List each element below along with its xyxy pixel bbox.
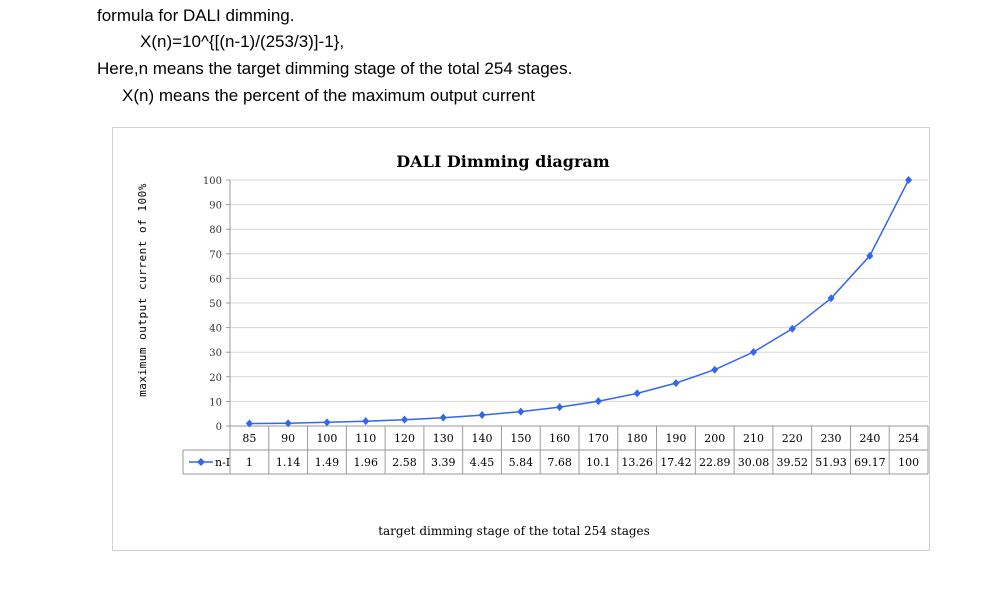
- y-tick-label: 60: [209, 274, 222, 285]
- x-tick-label: 230: [821, 432, 842, 445]
- x-tick-label: 90: [281, 432, 295, 445]
- data-table-value: 4.45: [470, 456, 495, 469]
- x-tick-label: 240: [859, 432, 880, 445]
- x-tick-label: 254: [898, 432, 919, 445]
- y-tick-label: 10: [209, 397, 222, 408]
- x-tick-label: 210: [743, 432, 764, 445]
- x-tick-label: 200: [704, 432, 725, 445]
- x-tick-label: 85: [242, 432, 256, 445]
- data-table-value: 2.58: [392, 456, 417, 469]
- text-line-3: Here,n means the target dimming stage of…: [97, 59, 573, 78]
- y-tick-label: 100: [203, 176, 222, 187]
- legend-label: n-I: [215, 456, 230, 469]
- y-tick-label: 40: [209, 324, 222, 335]
- data-point: [750, 348, 757, 357]
- data-point: [633, 389, 641, 398]
- x-tick-label: 160: [549, 432, 570, 445]
- x-axis-label: target dimming stage of the total 254 st…: [378, 524, 650, 538]
- x-tick-label: 100: [316, 432, 337, 445]
- data-point: [439, 413, 447, 422]
- y-tick-label: 70: [209, 250, 222, 261]
- legend-marker: [197, 458, 205, 466]
- text-line-4: X(n) means the percent of the maximum ou…: [122, 86, 535, 105]
- data-table-value: 10.1: [586, 456, 611, 469]
- x-tick-label: 120: [394, 432, 415, 445]
- y-axis-label: maximum output current of 100%: [136, 183, 149, 397]
- data-point: [711, 365, 719, 374]
- data-table-value: 7.68: [547, 456, 572, 469]
- data-point: [401, 415, 408, 424]
- x-tick-label: 190: [665, 432, 686, 445]
- x-tick-label: 180: [627, 432, 648, 445]
- chart-title: DALI Dimming diagram: [396, 152, 609, 171]
- data-point: [672, 379, 680, 388]
- y-tick-label: 80: [209, 225, 222, 236]
- formula-line: X(n)=10^{[(n-1)/(253/3)]-1},: [140, 32, 345, 51]
- data-table-value: 39.52: [777, 456, 809, 469]
- x-tick-label: 220: [782, 432, 803, 445]
- data-table-value: 69.17: [854, 456, 886, 469]
- data-point: [556, 403, 564, 412]
- data-table-value: 1: [246, 456, 253, 469]
- data-table-value: 1.14: [276, 456, 301, 469]
- data-table-value: 5.84: [509, 456, 534, 469]
- data-table-value: 30.08: [738, 456, 770, 469]
- y-tick-label: 20: [209, 373, 222, 384]
- data-point: [788, 324, 796, 333]
- data-point: [866, 251, 874, 260]
- x-tick-label: 110: [355, 432, 376, 445]
- y-tick-label: 0: [216, 422, 222, 433]
- y-tick-label: 30: [209, 348, 222, 359]
- data-table-value: 100: [898, 456, 919, 469]
- x-tick-label: 130: [433, 432, 454, 445]
- y-tick-label: 50: [209, 299, 222, 310]
- data-point: [245, 419, 253, 428]
- data-point: [594, 397, 602, 406]
- series-line: [249, 179, 910, 425]
- data-point: [517, 407, 525, 416]
- text-line-1: formula for DALI dimming.: [97, 6, 295, 25]
- data-table-value: 1.49: [315, 456, 340, 469]
- data-table-value: 51.93: [815, 456, 847, 469]
- y-tick-label: 90: [209, 201, 222, 212]
- chart-frame: [112, 127, 930, 551]
- x-tick-label: 150: [510, 432, 531, 445]
- data-point: [284, 419, 292, 428]
- data-point: [323, 418, 331, 427]
- data-table-value: 22.89: [699, 456, 731, 469]
- data-table-value: 13.26: [621, 456, 653, 469]
- data-point: [827, 294, 835, 303]
- data-point: [478, 411, 486, 420]
- x-tick-label: 140: [472, 432, 493, 445]
- data-point: [362, 417, 370, 426]
- data-table-value: 17.42: [660, 456, 692, 469]
- x-tick-label: 170: [588, 432, 609, 445]
- data-table-value: 1.96: [353, 456, 378, 469]
- data-table-value: 3.39: [431, 456, 456, 469]
- data-point: [905, 176, 913, 184]
